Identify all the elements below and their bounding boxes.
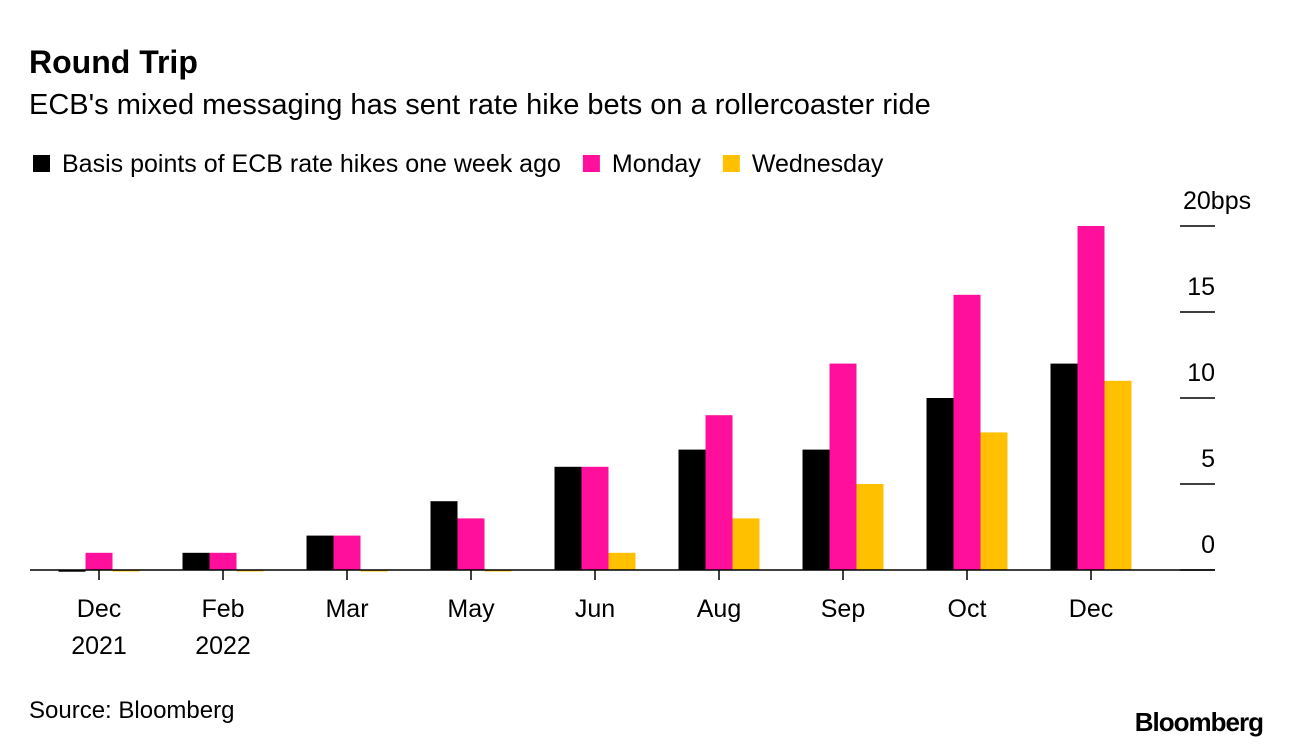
x-tick-label: Feb 2022: [195, 595, 251, 660]
bar: [829, 363, 857, 570]
bar: [678, 449, 706, 570]
y-tick-label: 20bps: [1183, 187, 1251, 215]
legend-swatch: [33, 155, 50, 172]
bar: [953, 294, 981, 570]
bar: [856, 484, 884, 570]
bar: [457, 518, 485, 570]
x-tick-label: Jun: [575, 595, 615, 623]
bar: [705, 415, 733, 570]
x-tick-label: Oct: [948, 595, 987, 623]
brand-logo: Bloomberg: [1135, 707, 1263, 737]
bar: [802, 449, 830, 570]
bar: [926, 398, 954, 570]
bar: [980, 432, 1008, 570]
legend-label: Basis points of ECB rate hikes one week …: [62, 150, 561, 178]
x-tick-label: Dec: [1069, 595, 1113, 623]
chart-subtitle: ECB's mixed messaging has sent rate hike…: [29, 89, 931, 121]
y-tick-label: 10: [1187, 359, 1215, 387]
x-tick-label: Aug: [697, 595, 741, 623]
bar: [209, 552, 237, 570]
x-tick-label: Sep: [821, 595, 865, 623]
bar: [554, 466, 582, 570]
bar: [306, 535, 334, 570]
x-tick-label: May: [447, 595, 495, 623]
bar: [1077, 226, 1105, 570]
y-tick-label: 5: [1201, 445, 1215, 473]
bar: [85, 552, 113, 570]
bar: [732, 518, 760, 570]
y-tick-label: 15: [1187, 273, 1215, 301]
bar: [333, 535, 361, 570]
bar: [1104, 380, 1132, 570]
legend-label: Wednesday: [752, 150, 884, 178]
bar: [581, 466, 609, 570]
bar: [608, 552, 636, 570]
bar: [430, 501, 458, 570]
y-tick-label: 0: [1201, 531, 1215, 559]
bar: [1050, 363, 1078, 570]
x-tick-label: Mar: [325, 595, 368, 623]
bar: [58, 570, 86, 572]
source: Source: Bloomberg: [29, 697, 234, 724]
legend-swatch: [582, 155, 600, 172]
x-tick-label: Dec 2021: [71, 595, 127, 660]
legend-swatch: [722, 155, 740, 172]
chart-title: Round Trip: [29, 44, 198, 80]
legend-label: Monday: [612, 150, 701, 178]
bar: [182, 552, 210, 570]
